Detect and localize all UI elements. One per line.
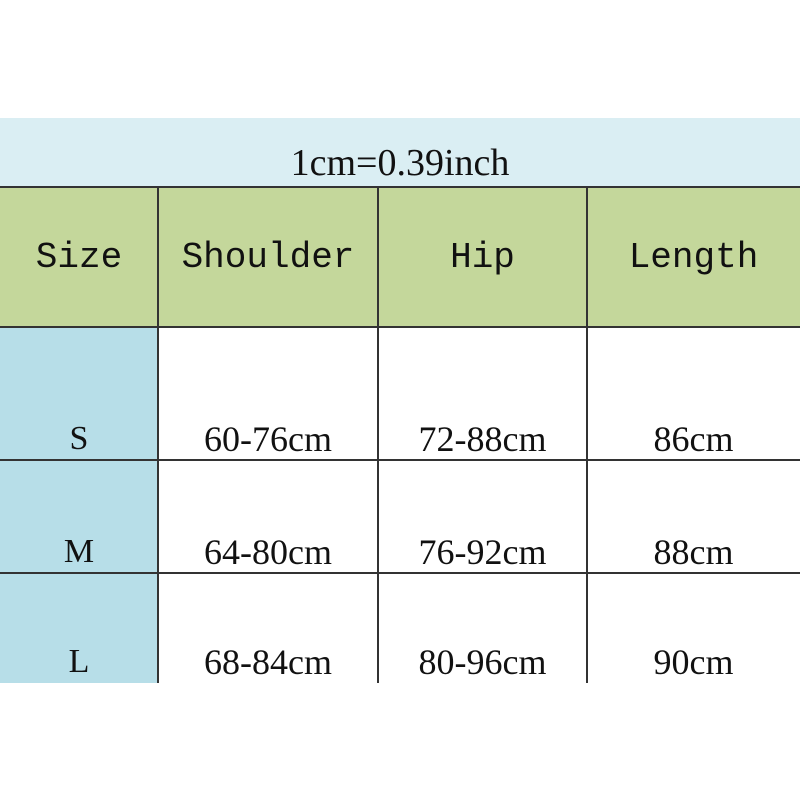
header-shoulder: Shoulder — [158, 187, 378, 327]
grid-line — [0, 326, 800, 328]
size-cell: L — [0, 573, 158, 683]
grid-line — [0, 572, 800, 574]
length-cell: 88cm — [587, 460, 800, 573]
shoulder-cell: 68-84cm — [158, 573, 378, 683]
size-cell: M — [0, 460, 158, 573]
header-hip: Hip — [378, 187, 587, 327]
hip-cell: 72-88cm — [378, 327, 587, 460]
grid-line — [0, 186, 800, 188]
grid-line — [586, 187, 588, 683]
header-size: Size — [0, 187, 158, 327]
grid-line — [157, 187, 159, 683]
shoulder-cell: 60-76cm — [158, 327, 378, 460]
hip-cell: 76-92cm — [378, 460, 587, 573]
header-length: Length — [587, 187, 800, 327]
grid-line — [377, 187, 379, 683]
conversion-note: 1cm=0.39inch — [290, 142, 510, 184]
size-cell: S — [0, 327, 158, 460]
shoulder-cell: 64-80cm — [158, 460, 378, 573]
hip-cell: 80-96cm — [378, 573, 587, 683]
length-cell: 90cm — [587, 573, 800, 683]
title-band — [0, 118, 800, 187]
length-cell: 86cm — [587, 327, 800, 460]
grid-line — [0, 459, 800, 461]
